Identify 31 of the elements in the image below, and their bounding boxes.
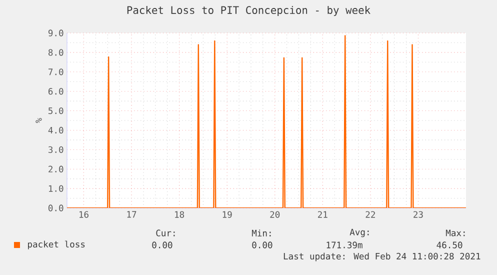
y-tick-label: 5.0 [48,107,64,114]
text: 0.00 [252,242,272,248]
text: 171.39m [326,242,362,248]
legend-label: packet loss [28,240,85,250]
line-series [67,35,466,208]
text: Avg: [350,228,369,238]
y-tick-label: 9.0 [48,30,64,36]
y-tick-label: 1.0 [48,185,64,192]
chart-title: Packet Loss to PIT Concepcion - by week [127,6,370,16]
text: Max: [446,230,465,236]
x-tick-label: 17 [127,211,136,218]
y-tick-label: 2.0 [48,166,64,172]
y-tick-label: 4.0 [48,126,64,134]
x-tick-label: 18 [175,211,184,218]
y-tick-label: 3.0 [48,146,64,153]
x-tick-label: 20 [270,211,280,218]
text: Cur: [156,230,175,236]
y-tick-label: 7.0 [48,68,64,76]
text: 46.50 [436,242,462,248]
text: 0.00 [152,242,172,248]
x-tick-label: 16 [80,211,88,218]
y-tick-label: 8.0 [48,49,64,56]
x-tick-label: 22 [366,211,375,218]
x-tick-label: 19 [222,211,232,218]
y-axis-title: % [36,118,42,123]
x-tick-label: 23 [414,211,423,218]
text: Min: [252,230,271,236]
text: Last update: Wed Feb 24 11:00:28 2021 [284,252,480,262]
x-tick-label: 21 [318,211,328,218]
y-tick-label: 6.0 [48,88,64,95]
y-tick-label: 0.0 [48,204,64,212]
